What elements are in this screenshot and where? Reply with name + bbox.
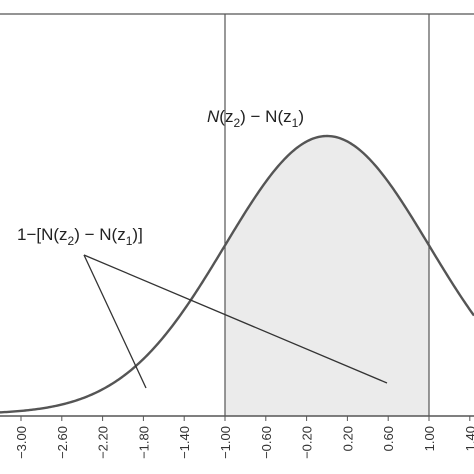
tail-annotation: 1−[N(z2) − N(z1)] (17, 225, 143, 248)
x-tick-label: −2.20 (96, 426, 111, 459)
x-tick-label: −1.40 (177, 426, 192, 459)
x-tick-label: −1.80 (136, 426, 151, 459)
x-tick-label: 1.00 (422, 426, 437, 451)
x-axis-ticks: −3.00 −2.60 −2.20 −1.80 −1.40 −1.00 −0.60 −0.20… (14, 416, 474, 459)
pointer-line-left-tail (83, 254, 147, 389)
x-tick-label: −1.00 (218, 426, 233, 459)
normal-density-curve (0, 134, 474, 414)
x-tick-label: −0.60 (259, 426, 274, 459)
x-tick-label: 0.20 (340, 426, 355, 451)
x-tick-label: −2.60 (55, 426, 70, 459)
pointer-line-right-tail (83, 254, 388, 384)
x-tick-label: −3.00 (14, 426, 29, 459)
x-tick-label: 1.40 (463, 426, 474, 451)
shaded-area-between-z1-z2 (225, 136, 429, 416)
x-tick-label: 0.60 (381, 426, 396, 451)
center-annotation: N(z2) − N(z1) (207, 107, 304, 130)
x-tick-label: −0.20 (300, 426, 315, 459)
